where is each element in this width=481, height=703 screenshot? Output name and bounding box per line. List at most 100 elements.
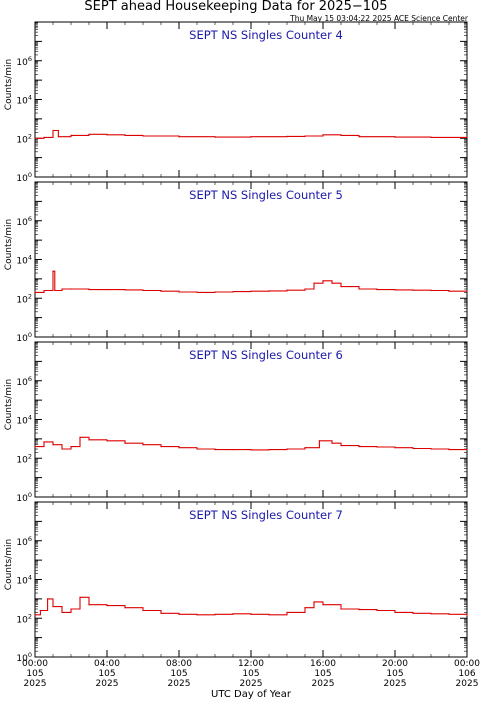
data-point bbox=[250, 449, 252, 451]
data-point bbox=[178, 613, 180, 615]
data-point bbox=[61, 611, 63, 614]
x-tick-year: 2025 bbox=[456, 679, 479, 689]
data-point bbox=[394, 136, 396, 138]
panel-title: SEPT NS Singles Counter 4 bbox=[189, 28, 343, 42]
x-tick-time: 00:00 bbox=[22, 659, 48, 669]
data-point bbox=[34, 291, 36, 293]
data-point bbox=[304, 607, 306, 609]
data-point bbox=[70, 288, 72, 290]
data-point bbox=[412, 447, 414, 450]
data-point bbox=[214, 291, 216, 293]
data-point bbox=[196, 291, 198, 293]
figure-title: SEPT ahead Housekeeping Data for 2025−10… bbox=[84, 0, 387, 14]
data-point bbox=[268, 614, 270, 616]
data-point bbox=[70, 446, 72, 448]
y-tick-label: 104 bbox=[16, 254, 32, 267]
y-tick-label: 106 bbox=[16, 215, 32, 228]
x-tick-doy: 105 bbox=[242, 669, 259, 679]
x-tick-time: 16:00 bbox=[310, 659, 336, 669]
x-tick-year: 2025 bbox=[24, 679, 47, 689]
series-line bbox=[35, 596, 468, 616]
data-point bbox=[376, 446, 378, 448]
data-point bbox=[39, 609, 42, 612]
x-tick-doy: 106 bbox=[458, 669, 475, 679]
data-point bbox=[358, 446, 360, 448]
x-tick-time: 08:00 bbox=[166, 659, 192, 669]
data-point bbox=[358, 136, 360, 138]
data-point bbox=[232, 613, 234, 615]
data-point bbox=[88, 604, 90, 606]
data-point bbox=[268, 449, 270, 451]
data-point bbox=[52, 444, 54, 446]
y-tick-label: 102 bbox=[16, 132, 32, 145]
data-point bbox=[61, 448, 63, 450]
x-tick-doy: 105 bbox=[314, 669, 331, 679]
data-point bbox=[340, 134, 342, 136]
data-point bbox=[250, 290, 252, 292]
data-point bbox=[34, 137, 36, 139]
data-point bbox=[79, 436, 81, 438]
data-point bbox=[47, 598, 49, 600]
data-point bbox=[430, 136, 432, 138]
y-tick-label: 104 bbox=[16, 414, 32, 427]
data-point bbox=[232, 449, 234, 451]
data-point bbox=[286, 611, 288, 614]
data-point bbox=[318, 440, 320, 442]
data-point bbox=[214, 449, 216, 451]
series-line bbox=[35, 436, 467, 451]
data-point bbox=[52, 129, 54, 132]
data-point bbox=[106, 440, 108, 442]
data-point bbox=[286, 135, 288, 137]
plot-frame bbox=[34, 501, 468, 658]
data-point bbox=[50, 289, 52, 292]
data-point bbox=[142, 289, 144, 292]
data-point bbox=[466, 136, 468, 138]
data-point bbox=[79, 596, 81, 598]
data-point bbox=[70, 134, 72, 136]
data-point bbox=[376, 609, 378, 612]
data-point bbox=[142, 135, 144, 137]
data-point bbox=[466, 614, 468, 617]
data-point bbox=[466, 449, 468, 451]
data-point bbox=[304, 135, 306, 137]
y-axis-label: Counts/min bbox=[4, 219, 14, 270]
series-line bbox=[35, 129, 467, 139]
data-point bbox=[57, 136, 60, 138]
y-axis-label: Counts/min bbox=[4, 539, 14, 590]
panel-title: SEPT NS Singles Counter 7 bbox=[189, 508, 343, 522]
x-tick-time: 00:00 bbox=[454, 659, 480, 669]
data-point bbox=[322, 280, 324, 282]
data-point bbox=[304, 288, 306, 290]
data-point bbox=[313, 601, 315, 603]
x-tick-doy: 105 bbox=[170, 669, 187, 679]
data-point bbox=[340, 286, 342, 288]
data-point bbox=[142, 444, 144, 446]
plot-frame bbox=[34, 341, 468, 498]
data-point bbox=[160, 446, 162, 448]
plot-frame bbox=[34, 181, 468, 338]
x-tick-time: 04:00 bbox=[94, 659, 120, 669]
data-point bbox=[88, 289, 90, 291]
data-point bbox=[142, 609, 144, 612]
data-point bbox=[331, 282, 333, 284]
y-tick-label: 106 bbox=[16, 375, 32, 388]
data-point bbox=[412, 612, 414, 614]
y-tick-label: 100 bbox=[16, 331, 32, 344]
data-point bbox=[106, 134, 108, 136]
y-axis-label: Counts/min bbox=[4, 59, 14, 110]
x-tick-doy: 105 bbox=[386, 669, 403, 679]
x-axis-label: UTC Day of Year bbox=[211, 689, 292, 700]
y-tick-label: 104 bbox=[16, 94, 32, 107]
x-tick-year: 2025 bbox=[168, 679, 191, 689]
data-point bbox=[196, 614, 198, 616]
data-point bbox=[430, 448, 432, 450]
data-point bbox=[178, 291, 180, 293]
data-point bbox=[322, 134, 324, 136]
data-point bbox=[286, 289, 288, 291]
y-tick-label: 100 bbox=[16, 651, 32, 664]
y-tick-label: 104 bbox=[16, 574, 32, 587]
data-point bbox=[232, 291, 234, 293]
